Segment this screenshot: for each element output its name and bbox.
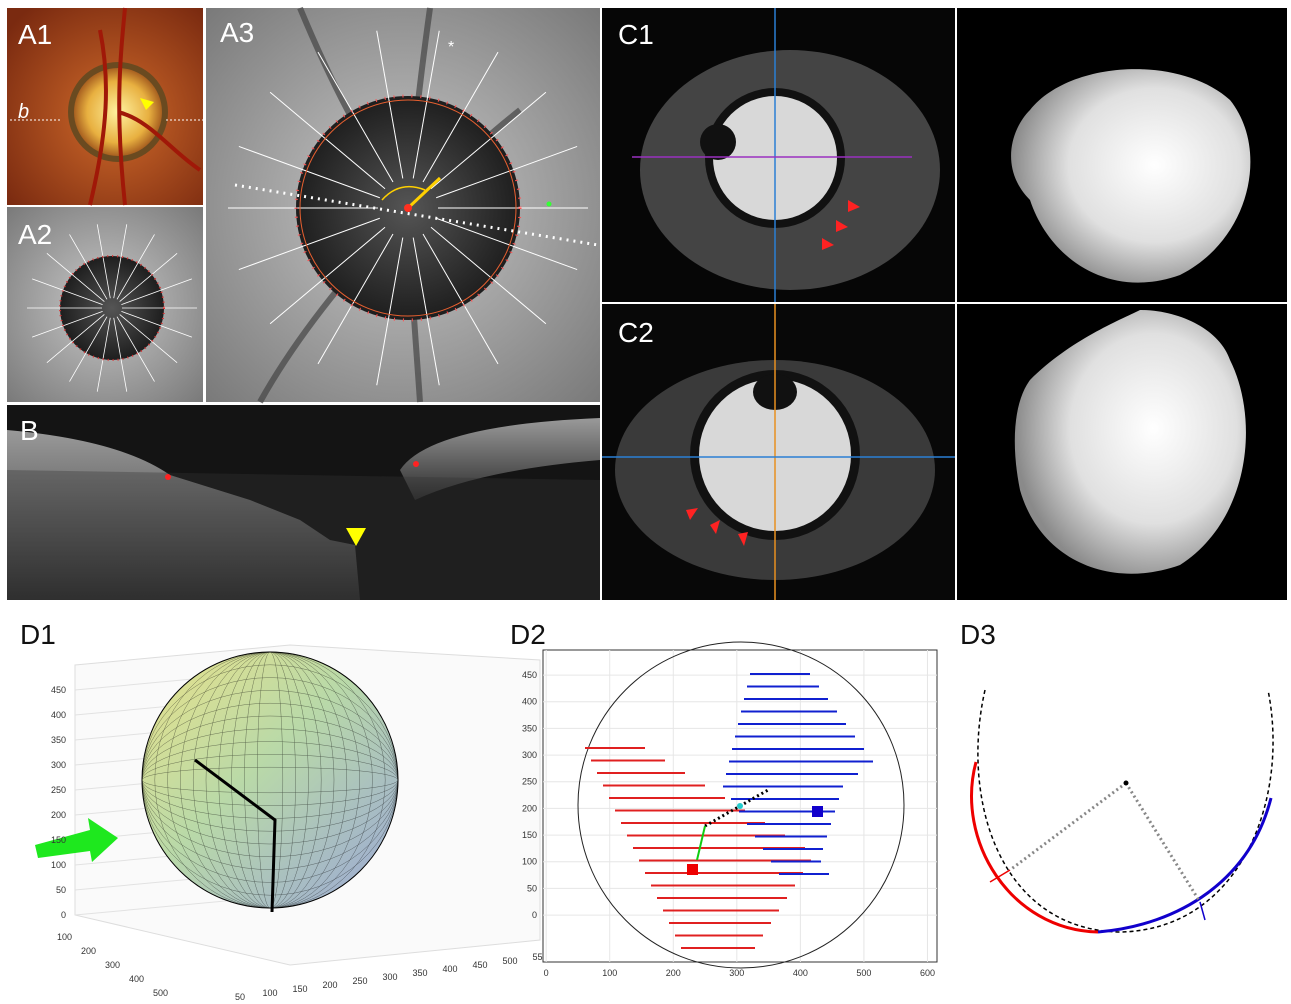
y-tick-label: 450: [472, 960, 487, 970]
z-tick-label: 300: [51, 760, 66, 770]
x-tick-label: 500: [856, 968, 871, 978]
red-square: [687, 864, 698, 875]
x-tick-label: 500: [153, 988, 168, 998]
x-tick-label: 600: [920, 968, 935, 978]
y-tick-label: 200: [322, 980, 337, 990]
y-tick-label: 200: [522, 803, 537, 813]
y-tick-label: 50: [527, 883, 537, 893]
y-tick-label: 450: [522, 670, 537, 680]
panel-label: C1: [618, 19, 654, 50]
z-tick-label: 400: [51, 710, 66, 720]
z-tick-label: 250: [51, 785, 66, 795]
x-tick-label: 100: [602, 968, 617, 978]
panel-label: A2: [18, 219, 52, 250]
x-tick-label: 300: [105, 960, 120, 970]
y-tick-label: 100: [262, 988, 277, 998]
blue-square: [812, 806, 823, 817]
panel-label: C2: [618, 317, 654, 348]
z-tick-label: 200: [51, 810, 66, 820]
y-tick-label: 250: [352, 976, 367, 986]
x-tick-label: 400: [129, 974, 144, 984]
z-tick-label: 0: [61, 910, 66, 920]
asterisk: *: [448, 39, 454, 56]
panel-label: A3: [220, 17, 254, 48]
y-tick-label: 350: [522, 723, 537, 733]
x-tick-label: 0: [544, 968, 549, 978]
x-tick-label: 200: [81, 946, 96, 956]
panel-a1: A1 b: [7, 8, 203, 205]
panel-label: D3: [960, 619, 996, 650]
x-tick-label: 200: [666, 968, 681, 978]
x-tick-label: 400: [793, 968, 808, 978]
y-tick-label: 0: [532, 910, 537, 920]
panel-d3: [972, 690, 1274, 932]
y-tick-label: 400: [442, 964, 457, 974]
z-tick-label: 450: [51, 685, 66, 695]
panel-c2: C2: [602, 304, 1287, 600]
panel-d2: 0 100 200 300 400 500 600 0 50 100 150 200 250 300 350…: [522, 642, 937, 978]
x-tick-label: 300: [729, 968, 744, 978]
panel-a3: A3 *: [206, 8, 600, 402]
y-tick-label: 250: [522, 777, 537, 787]
z-tick-label: 150: [51, 835, 66, 845]
panel-d1: 0 50 100 150 200 250 300 350 400 450 100 200 300 400 5…: [35, 645, 548, 1002]
panel-label: A1: [18, 19, 52, 50]
cyan-dot: [737, 803, 743, 809]
panel-a2: A2: [7, 207, 203, 402]
x-tick-label: 100: [57, 932, 72, 942]
y-tick-label: 400: [522, 697, 537, 707]
y-tick-label: 100: [522, 857, 537, 867]
panel-label: B: [20, 415, 39, 446]
y-tick-label: 300: [522, 750, 537, 760]
panel-label: D2: [510, 619, 546, 650]
y-tick-label: 350: [412, 968, 427, 978]
line-label: b: [18, 101, 29, 123]
y-tick-label: 300: [382, 972, 397, 982]
z-tick-label: 100: [51, 860, 66, 870]
panel-b: B: [7, 405, 600, 600]
y-tick-label: 150: [292, 984, 307, 994]
z-tick-label: 50: [56, 885, 66, 895]
z-tick-label: 350: [51, 735, 66, 745]
y-tick-label: 50: [235, 992, 245, 1002]
panel-c1: C1: [602, 8, 1287, 302]
panel-label: D1: [20, 619, 56, 650]
y-tick-label: 500: [502, 956, 517, 966]
figure: A1 b A2 A3 * B C1 C2 D1 D2 D3: [0, 0, 1291, 1004]
y-tick-label: 150: [522, 830, 537, 840]
